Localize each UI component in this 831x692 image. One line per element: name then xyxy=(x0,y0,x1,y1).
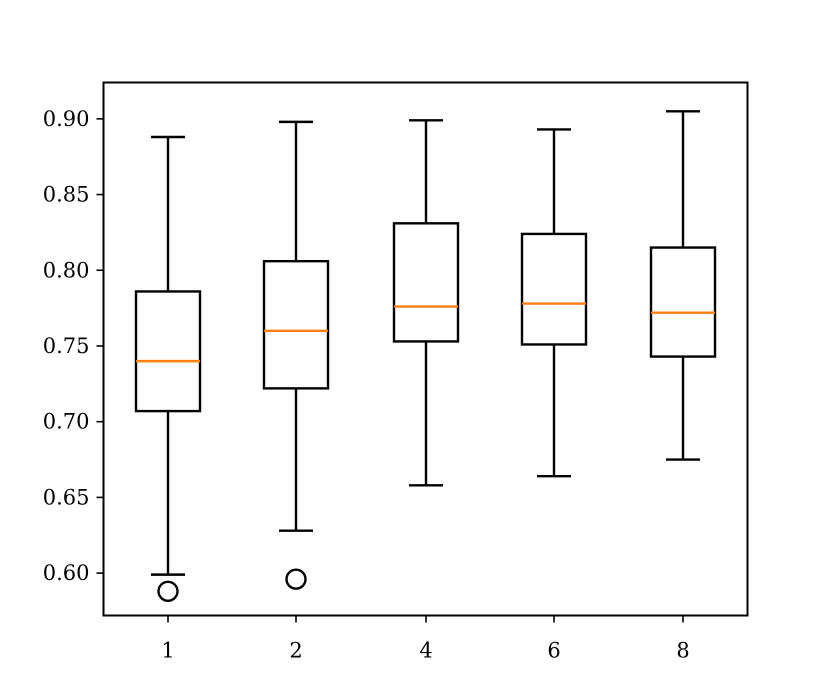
axes-frame xyxy=(102,81,749,617)
y-tick-label: 0.85 xyxy=(43,183,90,207)
x-tick-label: 1 xyxy=(161,639,174,663)
y-axis: 0.60 0.65 0.70 0.75 0.80 0.85 0.90 xyxy=(43,107,104,585)
iqr-box xyxy=(262,259,330,390)
outlier-point xyxy=(157,580,179,602)
box-group-8 xyxy=(649,110,717,461)
y-tick-label: 0.65 xyxy=(43,485,90,509)
box-group-2 xyxy=(262,120,330,590)
x-tick-label: 2 xyxy=(289,639,302,663)
y-tick-label: 0.80 xyxy=(43,258,90,282)
x-tick-label: 6 xyxy=(547,639,560,663)
x-axis: 1 2 4 6 8 xyxy=(161,615,690,663)
iqr-box xyxy=(520,232,588,346)
y-tick-label: 0.90 xyxy=(43,107,90,131)
box-group-1 xyxy=(134,135,202,602)
y-tick-label: 0.75 xyxy=(43,334,90,358)
iqr-box xyxy=(649,246,717,358)
box-group-6 xyxy=(520,128,588,478)
outlier-point xyxy=(285,568,307,590)
y-tick-label: 0.70 xyxy=(43,410,90,434)
y-tick-label: 0.60 xyxy=(43,561,90,585)
iqr-box xyxy=(392,222,460,343)
iqr-box xyxy=(134,290,202,413)
x-tick-label: 8 xyxy=(676,639,689,663)
plot-area xyxy=(134,110,717,602)
box-group-4 xyxy=(392,119,460,487)
x-tick-label: 4 xyxy=(419,639,432,663)
